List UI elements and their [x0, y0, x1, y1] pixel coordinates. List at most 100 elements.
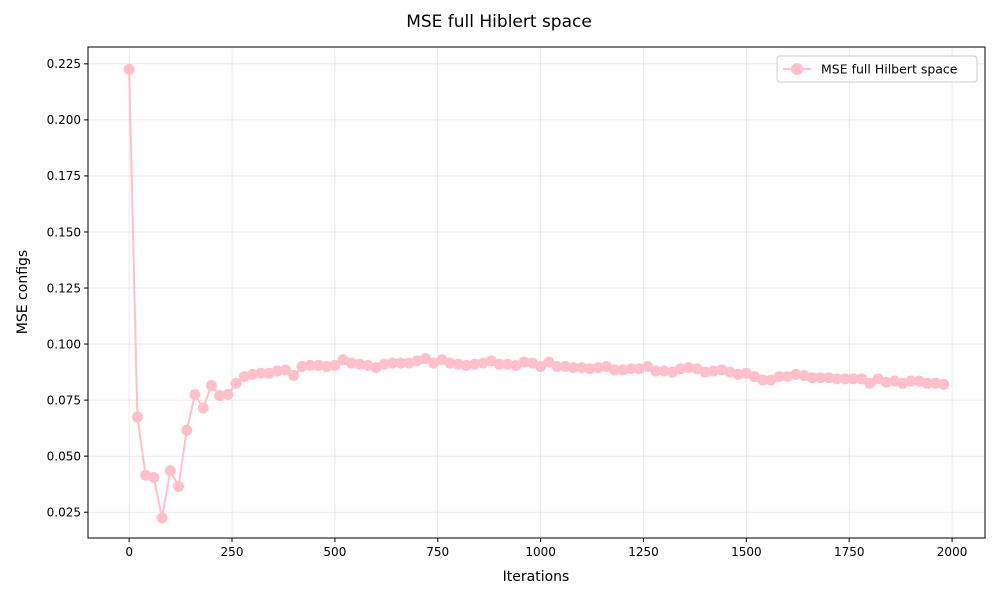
x-tick-label: 750 [426, 545, 449, 559]
grid [88, 47, 985, 538]
x-tick-label: 1000 [525, 545, 556, 559]
data-point [411, 355, 423, 367]
data-point [461, 359, 473, 371]
data-point [576, 362, 588, 374]
data-point [131, 411, 143, 423]
data-point [181, 424, 193, 436]
data-point [781, 371, 793, 383]
data-point [864, 377, 876, 389]
data-point [658, 365, 670, 377]
chart-title: MSE full Hiblert space [406, 12, 592, 32]
x-tick-label: 1250 [628, 545, 659, 559]
legend-marker [791, 63, 803, 75]
data-point [757, 374, 769, 386]
data-point [255, 367, 267, 379]
x-tick-label: 0 [125, 545, 133, 559]
data-point [205, 380, 217, 392]
data-point [312, 359, 324, 371]
data-point [897, 377, 909, 389]
data-point [790, 368, 802, 380]
data-point [362, 359, 374, 371]
data-point [123, 63, 135, 75]
data-point [214, 390, 226, 402]
axis-ticks: 0 250 500 750 1000 1250 1500 1750 2000 0.025 0.050… [47, 57, 968, 559]
data-point [197, 402, 209, 414]
data-point [913, 375, 925, 387]
data-point [189, 389, 201, 401]
data-point [716, 364, 728, 376]
data-point [584, 363, 596, 375]
data-point [526, 357, 538, 369]
x-tick-label: 250 [221, 545, 244, 559]
data-point [329, 359, 341, 371]
data-point [633, 363, 645, 375]
data-point [477, 357, 489, 369]
data-point [510, 359, 522, 371]
data-point [675, 363, 687, 375]
x-tick-label: 500 [323, 545, 346, 559]
data-point [823, 372, 835, 384]
data-point [148, 471, 160, 483]
data-point [403, 357, 415, 369]
data-point [493, 358, 505, 370]
y-tick-label: 0.200 [47, 113, 81, 127]
data-point [280, 364, 292, 376]
data-point [691, 363, 703, 375]
x-tick-label: 1500 [731, 545, 762, 559]
data-point [378, 358, 390, 370]
data-point [444, 357, 456, 369]
y-tick-label: 0.225 [47, 57, 81, 71]
data-point [699, 366, 711, 378]
y-tick-label: 0.100 [47, 337, 81, 351]
data-point [321, 360, 333, 372]
data-point [798, 369, 810, 381]
data-point [518, 356, 530, 368]
data-point [551, 360, 563, 372]
y-tick-label: 0.075 [47, 393, 81, 407]
x-axis-title: Iterations [503, 569, 570, 585]
data-point [740, 367, 752, 379]
data-point [888, 375, 900, 387]
data-point [428, 357, 440, 369]
x-tick-label: 1750 [834, 545, 865, 559]
data-point [592, 362, 604, 374]
data-point [238, 371, 250, 383]
y-tick-label: 0.025 [47, 506, 81, 520]
data-point [337, 354, 349, 366]
data-point [839, 373, 851, 385]
data-point [370, 362, 382, 374]
data-point [230, 377, 242, 389]
data-point [263, 367, 275, 379]
data-point [436, 354, 448, 366]
y-tick-label: 0.150 [47, 225, 81, 239]
data-point [872, 373, 884, 385]
data-point [164, 465, 176, 477]
data-point [173, 480, 185, 492]
data-point [921, 377, 933, 389]
plot-series [123, 63, 950, 524]
data-point [304, 359, 316, 371]
y-tick-label: 0.175 [47, 169, 81, 183]
data-point [600, 360, 612, 372]
data-point [345, 357, 357, 369]
legend-box [776, 55, 978, 83]
data-point [650, 365, 662, 377]
x-tick-label: 2000 [937, 545, 968, 559]
data-point [568, 362, 580, 374]
data-point [831, 373, 843, 385]
data-point [609, 364, 621, 376]
data-point [395, 357, 407, 369]
data-point [856, 373, 868, 385]
data-point [724, 366, 736, 378]
data-point [247, 368, 259, 380]
data-point [502, 358, 514, 370]
plot-frame [87, 46, 986, 539]
data-point [296, 360, 308, 372]
data-point [905, 375, 917, 387]
data-point [732, 368, 744, 380]
data-point [806, 372, 818, 384]
data-point [625, 363, 637, 375]
data-point [930, 377, 942, 389]
y-tick-label: 0.050 [47, 449, 81, 463]
